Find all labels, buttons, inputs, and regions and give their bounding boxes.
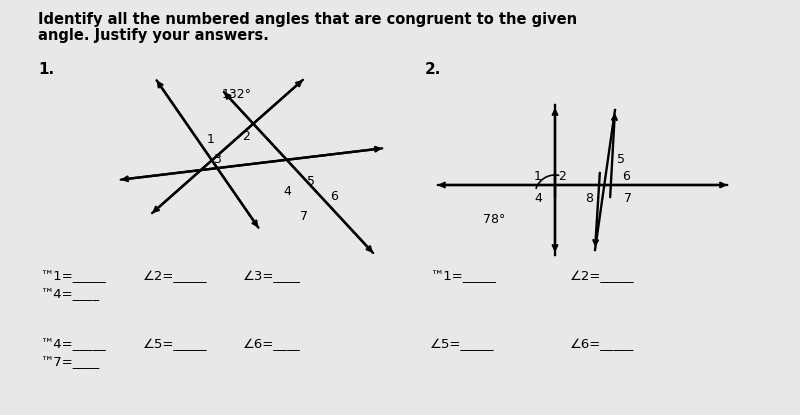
- Text: 78°: 78°: [483, 213, 506, 226]
- Text: ∠6=____: ∠6=____: [243, 338, 301, 351]
- Text: 1: 1: [207, 133, 215, 146]
- Text: 2: 2: [558, 170, 566, 183]
- Text: ∠5=_____: ∠5=_____: [143, 338, 207, 351]
- Text: ∠2=_____: ∠2=_____: [570, 270, 634, 283]
- Text: 8: 8: [585, 192, 593, 205]
- Text: ™4=_____: ™4=_____: [40, 338, 106, 351]
- Text: ™4=____: ™4=____: [40, 288, 99, 301]
- Text: 1: 1: [534, 170, 542, 183]
- Text: ∠5=_____: ∠5=_____: [430, 338, 494, 351]
- Text: 132°: 132°: [222, 88, 252, 101]
- Text: 4: 4: [283, 185, 291, 198]
- Text: angle. Justify your answers.: angle. Justify your answers.: [38, 28, 269, 43]
- Text: 5: 5: [307, 175, 315, 188]
- Text: ∠6=_____: ∠6=_____: [570, 338, 634, 351]
- Text: ∠3=____: ∠3=____: [243, 270, 301, 283]
- Text: 1.: 1.: [38, 62, 54, 77]
- Text: ™1=_____: ™1=_____: [430, 270, 496, 283]
- Text: ™7=____: ™7=____: [40, 356, 99, 369]
- Text: 2: 2: [242, 130, 250, 143]
- Text: Identify all the numbered angles that are congruent to the given: Identify all the numbered angles that ar…: [38, 12, 577, 27]
- Text: ™1=_____: ™1=_____: [40, 270, 106, 283]
- Text: 3: 3: [213, 153, 221, 166]
- Text: 6: 6: [330, 190, 338, 203]
- Text: 7: 7: [624, 192, 632, 205]
- Text: 6: 6: [622, 170, 630, 183]
- Text: ∠2=_____: ∠2=_____: [143, 270, 207, 283]
- Text: 5: 5: [617, 153, 625, 166]
- Text: 2.: 2.: [425, 62, 442, 77]
- Text: 7: 7: [300, 210, 308, 223]
- Text: 4: 4: [534, 192, 542, 205]
